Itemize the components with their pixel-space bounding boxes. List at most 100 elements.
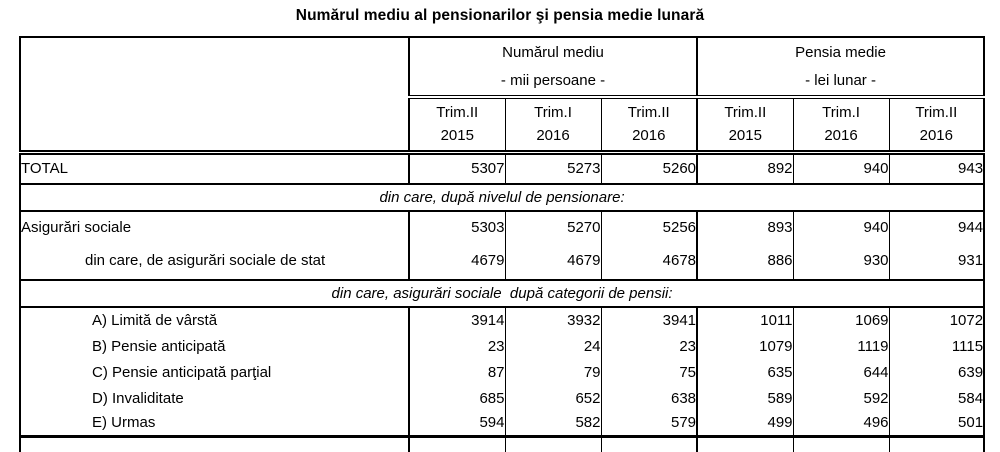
value-cell: 5256 [601, 211, 699, 242]
value-cell: 579 [601, 411, 699, 438]
quarter-period: Trim.II [724, 104, 767, 122]
section-row-categorii: din care, asigurări sociale după categor… [20, 279, 985, 308]
quarter-header: Trim.I 2016 [793, 97, 890, 155]
value-cell [889, 436, 984, 452]
value-cell: 5273 [505, 152, 602, 185]
value-cell: 23 [601, 333, 699, 359]
col-group-numar-mediu: Numărul mediu - mii persoane - [409, 37, 699, 99]
value-cell: 4679 [505, 242, 602, 281]
page-title: Numărul mediu al pensionarilor şi pensia… [295, 7, 705, 24]
table-row-pensie-anticipata: B) Pensie anticipată 23 24 23 1079 1119 … [20, 333, 984, 359]
section-label: din care, asigurări sociale după categor… [20, 279, 985, 308]
value-cell: 496 [793, 411, 890, 438]
table-row-pensie-anticipata-partial: C) Pensie anticipată parţial 87 79 75 63… [20, 359, 984, 385]
value-cell: 87 [409, 359, 506, 385]
value-cell: 582 [505, 411, 602, 438]
quarter-year: 2015 [728, 127, 762, 145]
value-cell: 5307 [409, 152, 506, 185]
value-cell: 940 [793, 211, 890, 242]
value-cell: 1115 [951, 337, 984, 355]
row-label: A) Limită de vârstă [20, 307, 410, 333]
quarter-period: Trim.I [822, 104, 860, 122]
value-cell: 23 [409, 333, 506, 359]
value-cell: 4678 [601, 242, 699, 281]
value-cell [697, 436, 794, 452]
table-row-limita-varsta: A) Limită de vârstă 3914 3932 3941 1011 … [20, 307, 984, 333]
value-cell: 930 [793, 242, 890, 281]
value-cell: 644 [793, 359, 890, 385]
value-cell: 5303 [409, 211, 506, 242]
quarter-header-row: Trim.II 2015 Trim.I 2016 Trim.II 2016 Tr… [20, 97, 985, 155]
quarter-period: Trim.II [627, 104, 670, 122]
value-cell: 79 [505, 359, 602, 385]
value-cell: 594 [409, 411, 506, 438]
pensioners-table: Numărul mediu - mii persoane - Pensia me… [19, 36, 986, 452]
value-cell: 4679 [409, 242, 506, 281]
row-label: Asigurări sociale [20, 211, 410, 242]
quarter-year: 2016 [919, 127, 953, 145]
row-label: D) Invaliditate [20, 385, 410, 411]
value-cell: 5260 [601, 152, 699, 185]
table-row-asigurari-sociale: Asigurări sociale 5303 5270 5256 893 940… [20, 211, 984, 242]
value-cell: 501 [889, 411, 985, 438]
quarter-year: 2016 [536, 127, 570, 145]
quarter-header: Trim.II 2015 [409, 97, 506, 155]
value-cell [505, 436, 602, 452]
value-cell: 589 [697, 385, 794, 411]
value-cell [601, 436, 699, 452]
table-row-urmas: E) Urmas 594 582 579 499 496 501 [20, 411, 985, 438]
group-unit: - mii persoane - [500, 71, 606, 89]
value-cell: 639 [958, 363, 984, 381]
quarter-year: 2016 [824, 127, 858, 145]
value-cell: 635 [697, 359, 794, 385]
quarter-header: Trim.II 2015 [697, 97, 794, 155]
corner-cell [20, 37, 410, 155]
value-cell: 638 [601, 385, 699, 411]
value-cell: 1072 [949, 312, 984, 329]
group-unit: - lei lunar - [805, 71, 876, 89]
row-label: E) Urmas [20, 411, 410, 438]
col-group-pensia-medie: Pensia medie - lei lunar - [697, 37, 985, 99]
value-cell: 1119 [793, 333, 890, 359]
table-row-asigurari-de-stat: din care, de asigurări sociale de stat 4… [20, 242, 985, 281]
value-cell: 3941 [601, 307, 699, 333]
value-cell: 75 [601, 359, 699, 385]
clipped-next-row [20, 436, 984, 452]
value-cell: 892 [697, 152, 794, 185]
value-cell: 499 [697, 411, 794, 438]
quarter-period: Trim.II [436, 104, 479, 122]
section-row-nivel: din care, după nivelul de pensionare: [20, 183, 985, 212]
quarter-period: Trim.II [915, 104, 958, 122]
value-cell: 940 [793, 152, 890, 185]
table-row-total: TOTAL 5307 5273 5260 892 940 943 [20, 152, 985, 185]
quarter-header: Trim.II 2016 [601, 97, 699, 155]
section-label: din care, după nivelul de pensionare: [20, 183, 985, 212]
row-label: C) Pensie anticipată parţial [20, 359, 410, 385]
row-label: B) Pensie anticipată [20, 333, 410, 359]
value-cell: 584 [958, 389, 984, 407]
value-cell: 944 [958, 218, 984, 236]
value-cell: 1079 [697, 333, 794, 359]
value-cell: 592 [793, 385, 890, 411]
value-cell: 3932 [505, 307, 602, 333]
value-cell: 943 [889, 152, 985, 185]
value-cell [409, 436, 506, 452]
value-cell: 886 [697, 242, 794, 281]
quarter-year: 2015 [440, 127, 474, 145]
value-cell: 24 [505, 333, 602, 359]
value-cell: 931 [889, 242, 985, 281]
group-header-row: Numărul mediu - mii persoane - Pensia me… [20, 37, 985, 155]
value-cell: 3914 [409, 307, 506, 333]
quarter-year: 2016 [632, 127, 666, 145]
value-cell: 5270 [505, 211, 602, 242]
value-cell: 652 [505, 385, 602, 411]
value-cell: 1011 [697, 307, 794, 333]
quarter-header: Trim.II 2016 [889, 97, 985, 155]
row-label: din care, de asigurări sociale de stat [20, 242, 410, 281]
quarter-header: Trim.I 2016 [505, 97, 602, 155]
row-label: TOTAL [20, 152, 410, 185]
value-cell: 893 [697, 211, 794, 242]
group-title: Numărul mediu [502, 43, 604, 61]
value-cell: 685 [409, 385, 506, 411]
